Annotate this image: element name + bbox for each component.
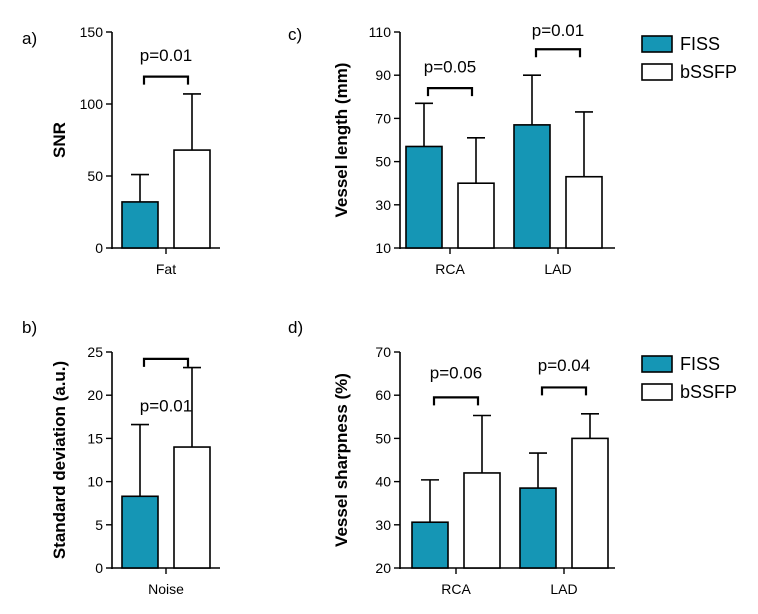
significance-bracket (432, 396, 480, 406)
y-tick-label: 70 (375, 110, 391, 126)
chart-panel-3: c) Vessel length (mm) 10 30 50 70 90 110 RCA LAD p… (288, 21, 615, 277)
y-axis-label: Standard deviation (a.u.) (50, 361, 69, 559)
y-tick-label: 0 (95, 240, 103, 256)
bar-fiss (405, 145, 443, 249)
x-tick-label: Noise (148, 581, 184, 597)
legend-swatch-bssfp (641, 63, 673, 81)
legend-bottom: FISS bSSFP (641, 354, 737, 402)
p-value-label: p=0.01 (140, 46, 192, 65)
legend-label-fiss: FISS (680, 34, 720, 54)
y-tick-label: 5 (95, 517, 103, 533)
chart-panel-4: d) Vessel sharpness (%) 20 30 40 50 60 70 RCA LAD… (288, 318, 615, 597)
bar-fiss (519, 487, 557, 569)
x-tick-label: LAD (550, 581, 577, 597)
y-tick-label: 20 (87, 387, 103, 403)
y-axis-label: Vessel length (mm) (332, 63, 351, 218)
y-tick-label: 50 (375, 154, 391, 170)
legend-swatch-bssfp (641, 383, 673, 401)
bar-fiss (513, 124, 551, 249)
legend-top: FISS bSSFP (641, 34, 737, 82)
y-tick-label: 30 (375, 517, 391, 533)
bar-bssfp (565, 175, 603, 249)
x-tick-label: RCA (435, 261, 465, 277)
significance-bracket (426, 87, 474, 97)
p-value-label: p=0.06 (430, 364, 482, 383)
y-tick-label: 0 (95, 560, 103, 576)
legend-label-bssfp: bSSFP (680, 62, 737, 82)
y-tick-label: 15 (87, 430, 103, 446)
significance-bracket (534, 48, 582, 58)
x-tick-label: LAD (544, 261, 571, 277)
y-tick-label: 50 (375, 430, 391, 446)
significance-bracket (142, 75, 190, 85)
y-tick-label: 20 (375, 560, 391, 576)
legend-label-bssfp: bSSFP (680, 382, 737, 402)
bar-bssfp (571, 437, 609, 569)
y-tick-label: 90 (375, 67, 391, 83)
x-tick-label: RCA (441, 581, 471, 597)
chart-panel-1: a) SNR 0 50 100 150 Fat p=0.01 (22, 24, 220, 277)
y-tick-label: 110 (369, 24, 392, 40)
bar-bssfp (463, 472, 501, 569)
bar-fiss (121, 201, 159, 249)
p-value-label: p=0.04 (538, 356, 590, 375)
y-tick-label: 30 (375, 197, 391, 213)
legend-swatch-fiss (641, 35, 673, 53)
legend-label-fiss: FISS (680, 354, 720, 374)
y-tick-label: 70 (375, 344, 391, 360)
bar-bssfp (173, 149, 211, 249)
y-tick-label: 40 (375, 474, 391, 490)
y-axis-label: Vessel sharpness (%) (332, 373, 351, 547)
y-axis-label: SNR (50, 122, 69, 158)
y-tick-label: 150 (80, 24, 104, 40)
legend-swatch-fiss (641, 355, 673, 373)
significance-bracket (142, 357, 190, 367)
p-value-label: p=0.01 (532, 21, 584, 40)
panel-label: a) (22, 29, 37, 48)
bar-fiss (411, 521, 449, 569)
chart-panel-2: b) Standard deviation (a.u.) 0 5 10 15 20 25 Noi… (22, 318, 220, 597)
significance-bracket (540, 386, 588, 396)
x-tick-label: Fat (156, 261, 176, 277)
p-value-label: p=0.01 (140, 397, 192, 416)
panel-label: c) (288, 25, 302, 44)
y-tick-label: 100 (80, 96, 104, 112)
bar-bssfp (457, 182, 495, 249)
p-value-label: p=0.05 (424, 58, 476, 77)
bar-fiss (121, 495, 159, 569)
y-tick-label: 10 (87, 474, 103, 490)
panel-label: b) (22, 318, 37, 337)
y-tick-label: 10 (375, 240, 391, 256)
bar-bssfp (173, 446, 211, 569)
y-tick-label: 25 (87, 344, 103, 360)
y-tick-label: 50 (87, 168, 103, 184)
panel-label: d) (288, 318, 303, 337)
y-tick-label: 60 (375, 387, 391, 403)
